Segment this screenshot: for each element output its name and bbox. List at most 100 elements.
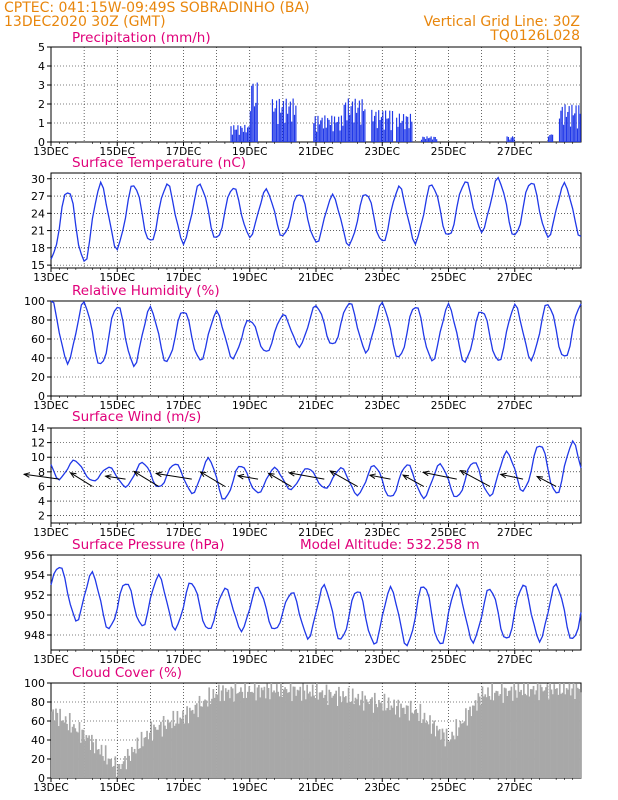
y-tick-label: 0 — [38, 772, 45, 785]
cloud-cover-bar — [511, 700, 514, 778]
cloud-cover-bar — [575, 683, 578, 778]
precipitation-bar — [409, 113, 412, 142]
cloud-cover-bar — [103, 760, 106, 778]
cloud-cover-bar — [120, 769, 122, 778]
precipitation-bar — [574, 113, 576, 142]
cloud-cover-bar — [499, 694, 502, 778]
cloud-cover-bar — [118, 764, 121, 778]
precipitation-bar — [295, 105, 297, 142]
cloud-cover-bar — [296, 689, 299, 778]
cloud-cover-bar — [476, 710, 478, 778]
y-tick-label: 40 — [31, 734, 45, 747]
cloud-cover-bar — [397, 699, 400, 778]
precipitation-bar — [387, 118, 389, 142]
cloud-cover-bar — [166, 719, 169, 778]
cloud-cover-bar — [351, 688, 354, 778]
cloud-cover-bar — [160, 721, 162, 778]
cloud-cover-bar — [455, 719, 458, 778]
precipitation-bar — [242, 131, 245, 142]
panel-frame — [50, 427, 582, 524]
y-tick-label: 60 — [31, 333, 45, 346]
cloud-cover-bar — [282, 689, 285, 778]
x-tick-label: 27DEC — [497, 527, 532, 539]
precipitation-bar — [245, 132, 247, 142]
cloud-cover-bar — [176, 711, 179, 778]
y-tick-label: 5 — [38, 41, 45, 54]
wind-arrow-head — [459, 469, 467, 476]
cloud-cover-bar — [327, 704, 329, 778]
precipitation-bar — [347, 98, 349, 142]
cloud-cover-bar — [321, 690, 324, 778]
cloud-cover-bar — [554, 688, 557, 778]
cloud-cover-bar — [524, 693, 527, 778]
precipitation-bar — [411, 121, 413, 142]
cloud-cover-bar — [300, 700, 303, 778]
precipitation-bar — [375, 111, 377, 142]
cloud-cover-bar — [440, 739, 442, 778]
cloud-cover-bar — [158, 724, 161, 778]
y-tick-label: 3 — [38, 79, 45, 92]
cloud-cover-bar — [124, 756, 126, 778]
cloud-cover-bar — [433, 720, 435, 778]
cloud-cover-bar — [177, 723, 180, 778]
precipitation-bar — [423, 137, 425, 142]
cloud-cover-bar — [246, 691, 249, 778]
cloud-cover-bar — [391, 707, 394, 778]
precipitation-bar — [230, 126, 232, 142]
cloud-cover-bar — [100, 744, 103, 778]
cloud-cover-bar — [528, 696, 531, 778]
precipitation-bar — [246, 127, 249, 142]
cloud-cover-bar — [408, 720, 411, 778]
cloud-cover-bar — [91, 734, 93, 778]
cloud-cover-bar — [481, 686, 484, 778]
precipitation-bar — [506, 136, 508, 142]
cloud-cover-bar — [169, 721, 172, 778]
cloud-cover-bar — [313, 695, 315, 778]
wind-arrow — [369, 474, 391, 480]
cloud-cover-bar — [70, 732, 73, 778]
x-tick-label: 25DEC — [431, 527, 466, 539]
cloud-cover-bar — [82, 729, 85, 778]
cloud-cover-bar — [431, 723, 434, 778]
cloud-cover-bar — [306, 684, 309, 778]
y-tick-label: 956 — [24, 549, 45, 562]
cloud-cover-bar — [578, 689, 580, 778]
cloud-cover-bar — [183, 723, 186, 778]
precipitation-bar — [253, 106, 256, 142]
precipitation-bar — [278, 98, 280, 142]
precipitation-bar — [360, 124, 362, 142]
cloud-cover-bar — [346, 702, 349, 778]
cloud-cover-bar — [344, 696, 347, 778]
precipitation-bar — [404, 129, 406, 142]
cloud-cover-bar — [256, 687, 259, 778]
precipitation-bar — [425, 138, 427, 142]
x-tick-label: 15DEC — [100, 272, 135, 284]
cloud-cover-bar — [386, 708, 389, 778]
cloud-cover-bar — [187, 723, 190, 778]
wind-arrow — [24, 473, 60, 480]
precipitation-bar — [420, 139, 423, 142]
precipitation-bar — [429, 137, 431, 142]
precipitation-bar — [288, 106, 290, 142]
cloud-cover-bar — [500, 683, 503, 778]
cloud-cover-bar — [173, 725, 176, 778]
y-tick-label: 4 — [38, 495, 45, 508]
precipitation-bar — [313, 123, 315, 142]
cloud-cover-bar — [201, 706, 204, 778]
x-tick-label: 17DEC — [166, 400, 201, 412]
precipitation-bar — [401, 120, 403, 142]
cloud-cover-bar — [349, 701, 351, 778]
cloud-cover-bar — [451, 731, 453, 778]
cloud-cover-bar — [253, 683, 256, 778]
precipitation-bar — [328, 119, 330, 142]
cloud-cover-bar — [144, 737, 147, 778]
cloud-cover-bar — [340, 702, 343, 778]
cloud-cover-bar — [213, 697, 216, 778]
cloud-cover-bar — [269, 699, 271, 778]
cloud-cover-bar — [230, 686, 233, 778]
cloud-cover-bar — [102, 756, 104, 778]
cloud-cover-bar — [267, 688, 270, 778]
cloud-cover-bar — [484, 694, 487, 778]
precipitation-bar — [349, 114, 351, 142]
precipitation-bar — [398, 113, 400, 142]
